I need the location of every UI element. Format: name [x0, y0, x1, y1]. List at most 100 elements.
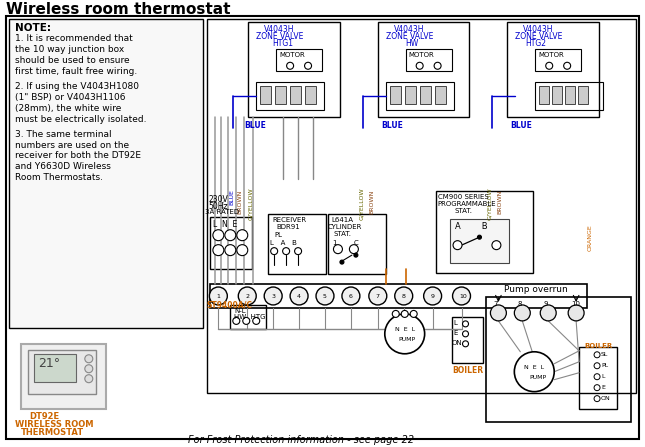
Circle shape [462, 321, 468, 327]
Bar [275, 86, 286, 104]
Text: BOILER: BOILER [453, 366, 484, 375]
Text: BLUE: BLUE [244, 121, 266, 130]
Text: ST9400A/C: ST9400A/C [206, 301, 252, 310]
Text: V4043H: V4043H [523, 25, 554, 34]
Circle shape [237, 245, 248, 256]
Text: PROGRAMMABLE: PROGRAMMABLE [437, 201, 496, 207]
Text: HW: HW [406, 39, 419, 48]
Bar [390, 86, 401, 104]
Text: must be electrically isolated.: must be electrically isolated. [15, 114, 146, 124]
Circle shape [568, 305, 584, 321]
Circle shape [264, 287, 282, 305]
Text: MOTOR: MOTOR [409, 52, 435, 58]
Bar [210, 284, 587, 308]
Text: 4: 4 [297, 294, 301, 299]
Circle shape [514, 305, 530, 321]
Bar [420, 86, 431, 104]
Text: (28mm), the white wire: (28mm), the white wire [15, 104, 121, 113]
Text: ZONE VALVE: ZONE VALVE [386, 32, 433, 41]
Bar [508, 22, 599, 117]
Bar [378, 22, 470, 117]
Text: 7: 7 [493, 301, 498, 307]
Text: PL: PL [274, 232, 282, 238]
Bar [404, 86, 415, 104]
Circle shape [392, 310, 399, 317]
Circle shape [316, 287, 334, 305]
Circle shape [238, 287, 256, 305]
Text: L641A: L641A [331, 217, 353, 223]
Text: GREY: GREY [214, 194, 219, 211]
Bar [535, 82, 603, 110]
Circle shape [434, 62, 441, 69]
Text: BLUE: BLUE [381, 121, 402, 130]
Text: Pump overrun: Pump overrun [504, 285, 568, 294]
Circle shape [462, 341, 468, 347]
Circle shape [462, 331, 468, 337]
Text: (1" BSP) or V4043H1106: (1" BSP) or V4043H1106 [15, 93, 126, 101]
Bar [539, 86, 550, 104]
Text: THERMOSTAT: THERMOSTAT [21, 427, 84, 437]
Circle shape [295, 248, 302, 255]
Text: MOTOR: MOTOR [539, 52, 564, 58]
Circle shape [546, 62, 553, 69]
Text: RECEIVER: RECEIVER [272, 217, 306, 223]
Text: L   A   B: L A B [270, 240, 297, 246]
Circle shape [424, 287, 442, 305]
Bar [406, 49, 451, 71]
Bar [230, 305, 266, 329]
Text: 3A RATED: 3A RATED [205, 209, 239, 215]
Text: V4043H: V4043H [264, 25, 295, 34]
Circle shape [84, 375, 93, 383]
Circle shape [369, 287, 387, 305]
Text: 10: 10 [459, 294, 467, 299]
Bar [486, 297, 631, 422]
Circle shape [210, 287, 227, 305]
Text: 3. The same terminal: 3. The same terminal [15, 130, 112, 139]
Bar [28, 350, 95, 394]
Text: ZONE VALVE: ZONE VALVE [256, 32, 304, 41]
Text: BROWN: BROWN [370, 190, 374, 214]
Circle shape [594, 352, 600, 358]
Circle shape [253, 317, 260, 325]
Text: WIRELESS ROOM: WIRELESS ROOM [15, 420, 94, 429]
Circle shape [84, 355, 93, 363]
Text: BLUE: BLUE [510, 121, 532, 130]
Circle shape [333, 245, 342, 253]
Text: 50Hz: 50Hz [208, 202, 228, 211]
Circle shape [237, 230, 248, 240]
Text: numbers are used on the: numbers are used on the [15, 140, 129, 149]
Text: 1: 1 [332, 240, 337, 246]
Text: 2. If using the V4043H1080: 2. If using the V4043H1080 [15, 82, 139, 91]
Text: L: L [601, 374, 604, 379]
Circle shape [453, 287, 470, 305]
Text: ZONE VALVE: ZONE VALVE [515, 32, 562, 41]
Text: ON: ON [451, 340, 462, 346]
Text: 10: 10 [571, 301, 580, 307]
Bar [552, 86, 562, 104]
Bar [260, 86, 271, 104]
Text: first time, fault free wiring.: first time, fault free wiring. [15, 67, 137, 76]
Text: BDR91: BDR91 [276, 224, 300, 230]
Text: G/YELLOW: G/YELLOW [248, 187, 253, 220]
Bar [450, 219, 510, 263]
Bar [34, 354, 76, 382]
Circle shape [342, 287, 360, 305]
Text: should be used to ensure: should be used to ensure [15, 56, 130, 65]
Text: the 10 way junction box: the 10 way junction box [15, 45, 124, 54]
Bar [248, 22, 340, 117]
Circle shape [350, 245, 359, 253]
Bar [386, 82, 453, 110]
Text: GREY: GREY [221, 194, 226, 211]
Text: ORANGE: ORANGE [588, 224, 593, 251]
Text: and Y6630D Wireless: and Y6630D Wireless [15, 162, 111, 172]
Text: HTG2: HTG2 [525, 39, 546, 48]
Text: STAT.: STAT. [334, 231, 352, 237]
Text: BROWN: BROWN [238, 190, 243, 214]
Text: Wireless room thermostat: Wireless room thermostat [6, 2, 230, 17]
Bar [208, 19, 636, 392]
Text: PUMP: PUMP [399, 337, 416, 342]
Text: 5: 5 [323, 294, 327, 299]
Bar [565, 86, 575, 104]
Circle shape [354, 253, 358, 257]
Text: 1: 1 [216, 294, 220, 299]
